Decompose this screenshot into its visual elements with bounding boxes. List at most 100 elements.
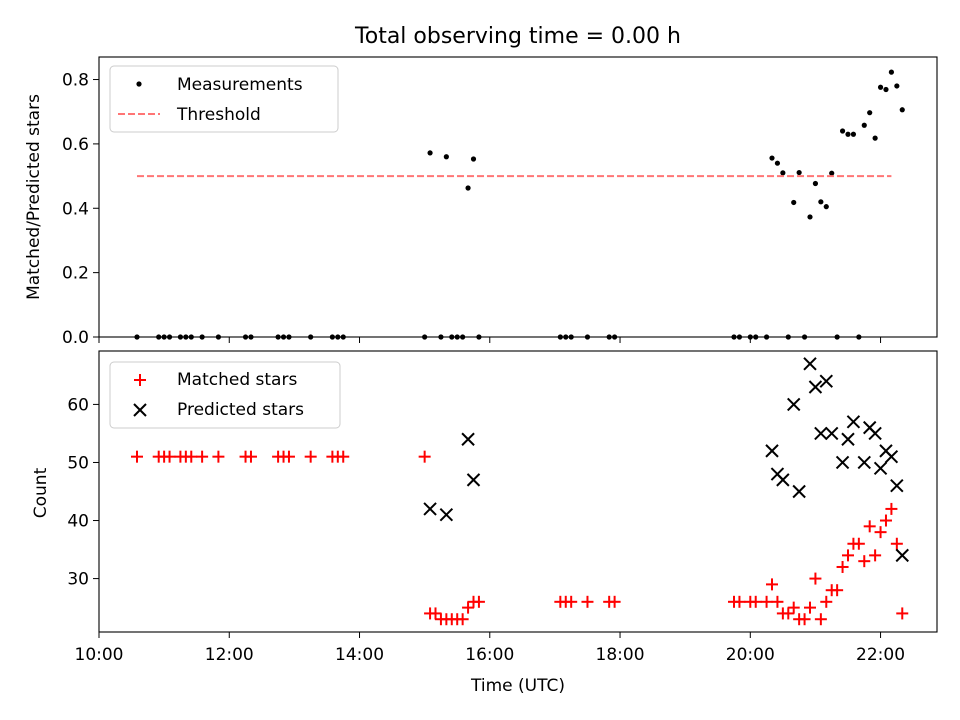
matched-star-point: [798, 613, 811, 626]
measurement-point: [877, 84, 884, 90]
predicted-star-point: [890, 478, 904, 493]
matched-star-point: [820, 595, 833, 608]
measurement-point: [443, 154, 449, 160]
matched-star-point: [304, 450, 317, 463]
predicted-star-point: [765, 444, 779, 458]
predicted-star-point: [776, 473, 790, 487]
matched-star-point: [896, 607, 909, 620]
measurement-point: [774, 160, 781, 166]
measurement-point: [883, 86, 889, 93]
matched-star-point: [803, 601, 816, 614]
matched-star-point: [885, 502, 898, 515]
matched-star-point: [456, 613, 469, 626]
matched-star-point: [771, 595, 784, 608]
matched-star-point: [472, 595, 485, 608]
bottom-panel: 30 40 50 60 10:00 12:00 14:00 16:00 18:00 20:00 22…: [31, 350, 938, 696]
matched-star-point: [337, 450, 350, 463]
predicted-star-point: [808, 380, 823, 394]
top-y-tick-label: 0.2: [62, 264, 89, 284]
bottom-plot-frame: [98, 350, 938, 633]
measurement-point: [791, 199, 797, 206]
predicted-star-point: [884, 449, 899, 464]
top-legend-box: [109, 65, 339, 133]
predicted-star-point: [835, 455, 850, 470]
measurement-point: [899, 107, 905, 113]
top-y-tick-label: 0.4: [62, 199, 89, 219]
measurement-point: [894, 83, 900, 89]
matched-star-point: [863, 520, 876, 533]
matched-star-point: [890, 537, 903, 550]
matched-star-point: [836, 560, 849, 573]
x-axis-label: Time (UTC): [470, 676, 565, 696]
x-tick-label: 18:00: [596, 645, 645, 665]
matched-star-point: [858, 555, 871, 568]
matched-star-point: [130, 450, 143, 463]
matched-star-point: [185, 450, 198, 463]
matched-star-point: [749, 595, 762, 608]
measurement-point: [850, 131, 857, 137]
predicted-star-point: [461, 432, 475, 446]
matched-star-point: [782, 607, 795, 620]
top-plot-frame: [98, 56, 938, 338]
matched-star-point: [814, 613, 827, 626]
bottom-y-tick-label: 50: [67, 453, 89, 473]
predicted-star-point: [895, 548, 909, 563]
bottom-legend-box: [109, 361, 341, 429]
top-y-tick-label: 0.8: [62, 71, 89, 91]
measurement-point: [812, 180, 819, 187]
legend-predicted-marker: [133, 403, 147, 417]
measurement-point: [861, 122, 867, 128]
predicted-star-point: [803, 357, 817, 371]
measurement-point: [823, 204, 829, 210]
matched-star-point: [565, 595, 578, 608]
predicted-star-point: [857, 455, 871, 470]
matched-star-point: [608, 595, 621, 608]
predicted-star-point: [825, 426, 839, 441]
measurement-point: [829, 170, 835, 176]
predicted-star-point: [841, 432, 855, 446]
bottom-y-tick-label: 60: [67, 395, 89, 415]
matched-star-point: [760, 595, 773, 608]
matched-star-point: [462, 601, 475, 614]
predicted-star-point: [814, 426, 828, 441]
x-tick-label: 10:00: [75, 645, 124, 665]
top-panel: 0.00.20.40.60.8 Matched/Predicted stars …: [24, 56, 938, 348]
measurement-point: [872, 135, 878, 141]
measurement-point: [769, 155, 775, 161]
bottom-legend: Matched stars Predicted stars: [109, 361, 341, 429]
matched-star-point: [809, 572, 822, 585]
matched-star-point: [282, 450, 295, 463]
bottom-y-axis-label: Count: [31, 467, 51, 518]
matched-star-point: [418, 450, 431, 463]
legend-matched-marker: [134, 374, 146, 386]
measurement-point: [888, 69, 895, 75]
measurement-point: [427, 150, 433, 156]
x-tick-label: 12:00: [205, 645, 254, 665]
bottom-y-tick-label: 30: [67, 570, 89, 590]
measurement-point: [839, 128, 846, 134]
predicted-star-point: [868, 426, 882, 441]
matched-star-point: [733, 595, 746, 608]
measurement-point: [867, 110, 873, 116]
x-tick-label: 20:00: [726, 645, 775, 665]
matched-star-point: [831, 584, 844, 597]
predicted-star-point: [466, 473, 481, 487]
matched-star-point: [879, 514, 892, 527]
matched-star-point: [163, 450, 176, 463]
measurement-point: [796, 169, 802, 176]
measurement-point: [807, 214, 813, 220]
legend-measurements-marker: [136, 81, 142, 87]
chart-title: Total observing time = 0.00 h: [354, 24, 681, 49]
measurement-point: [780, 170, 786, 176]
predicted-star-point: [846, 415, 861, 429]
top-y-tick-label: 0.6: [62, 135, 89, 155]
measurement-point: [465, 185, 471, 191]
legend-measurements-label: Measurements: [177, 75, 303, 95]
top-legend: Measurements Threshold: [109, 65, 339, 133]
x-tick-label: 16:00: [465, 645, 514, 665]
top-y-axis-label: Matched/Predicted stars: [24, 94, 44, 300]
matched-star-point: [581, 595, 594, 608]
measurement-point: [470, 156, 477, 162]
predicted-star-point: [439, 508, 454, 522]
